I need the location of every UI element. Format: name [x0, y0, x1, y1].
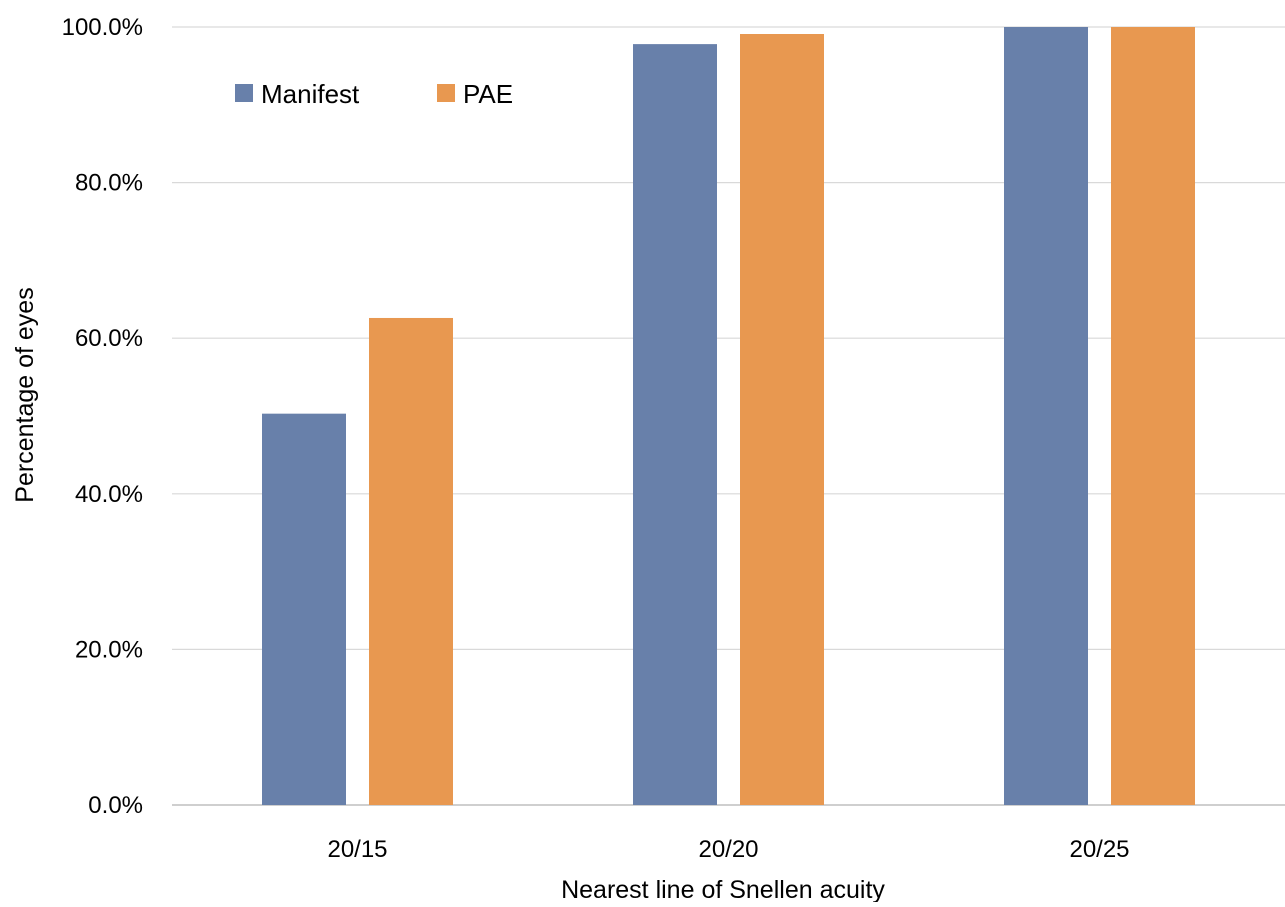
y-tick-label: 40.0%	[75, 481, 143, 508]
legend-swatch-manifest	[235, 84, 253, 102]
x-tick-label: 20/20	[698, 836, 758, 863]
bar-pae-20-20	[740, 34, 824, 805]
bar-pae-20-25	[1111, 27, 1195, 805]
x-tick-label: 20/25	[1069, 836, 1129, 863]
y-axis-title: Percentage of eyes	[11, 287, 39, 502]
x-tick-label: 20/15	[327, 836, 387, 863]
bar-manifest-20-25	[1004, 27, 1088, 805]
legend-label-pae: PAE	[463, 79, 513, 109]
bar-manifest-20-20	[633, 44, 717, 805]
bars	[262, 27, 1195, 805]
y-tick-label: 100.0%	[62, 14, 143, 41]
y-tick-label: 0.0%	[88, 792, 143, 819]
legend-label-manifest: Manifest	[261, 79, 360, 109]
x-axis-title: Nearest line of Snellen acuity	[561, 876, 885, 902]
tick-labels: 0.0% 20.0% 40.0% 60.0% 80.0% 100.0% 20/15 20/20…	[62, 14, 1130, 863]
bar-pae-20-15	[369, 317, 453, 805]
y-tick-label: 20.0%	[75, 636, 143, 663]
y-tick-label: 60.0%	[75, 325, 143, 352]
y-tick-label: 80.0%	[75, 170, 143, 197]
bar-manifest-20-15	[262, 413, 346, 805]
legend: Manifest PAE	[235, 79, 513, 109]
legend-swatch-pae	[437, 84, 455, 102]
gridlines	[172, 26, 1285, 806]
